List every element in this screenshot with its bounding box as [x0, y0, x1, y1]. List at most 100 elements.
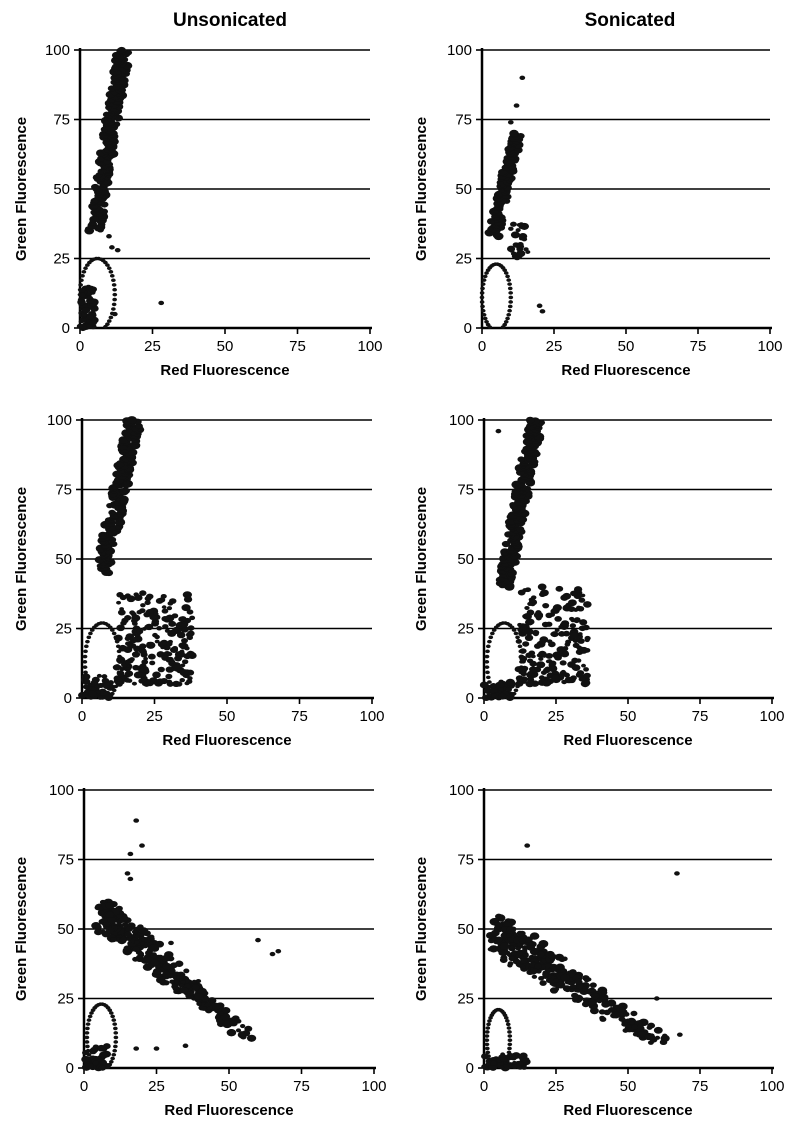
data-point	[82, 684, 89, 690]
data-point	[581, 663, 586, 668]
data-point	[495, 913, 503, 920]
data-point	[480, 286, 485, 291]
data-point	[577, 638, 585, 644]
data-point	[519, 75, 526, 80]
data-point	[507, 1034, 513, 1038]
y-tick-label: 100	[449, 412, 474, 429]
data-point	[482, 316, 488, 321]
data-point	[525, 416, 535, 424]
data-point	[481, 278, 487, 282]
data-point	[507, 1030, 512, 1034]
data-point	[531, 974, 538, 979]
data-point	[90, 679, 98, 686]
data-point	[167, 629, 177, 637]
data-point	[94, 928, 103, 936]
data-point	[527, 945, 535, 951]
data-point	[484, 1046, 490, 1051]
data-point	[102, 682, 110, 688]
data-point	[106, 234, 112, 239]
scatter-panel-unsonicated-3: 0 25 50 75 100 0 25 50 75 100 Red Fluorescence Gree…	[13, 782, 387, 1119]
data-point	[564, 642, 571, 647]
data-point	[85, 1044, 90, 1049]
data-point	[137, 924, 144, 930]
data-point	[482, 274, 488, 279]
data-point	[490, 683, 497, 689]
data-point	[573, 586, 583, 593]
data-point	[112, 292, 118, 297]
data-point	[122, 487, 131, 494]
data-point	[113, 1031, 119, 1035]
data-point	[499, 956, 508, 963]
data-point	[166, 681, 174, 687]
data-point	[89, 1011, 94, 1015]
data-point	[514, 666, 523, 673]
data-point	[555, 964, 563, 970]
data-point	[506, 312, 512, 317]
data-point	[538, 976, 545, 981]
data-point	[500, 932, 508, 938]
data-point	[480, 308, 486, 313]
data-point	[154, 639, 160, 644]
data-point	[487, 639, 492, 644]
y-tick-label: 100	[45, 42, 70, 59]
data-point	[179, 620, 189, 628]
data-point	[124, 670, 134, 677]
data-point	[77, 298, 86, 306]
data-point	[485, 649, 490, 654]
x-tick-label: 0	[480, 1078, 488, 1095]
data-point	[111, 302, 117, 307]
data-point	[506, 245, 516, 252]
data-point	[110, 937, 117, 943]
data-point	[538, 420, 546, 426]
data-point	[186, 609, 194, 615]
data-point	[504, 1019, 510, 1023]
data-point	[86, 285, 96, 293]
x-axis-label: Red Fluorescence	[162, 732, 291, 749]
data-point	[153, 1046, 160, 1051]
data-point	[644, 1034, 651, 1040]
data-point	[86, 1018, 92, 1022]
data-point	[83, 266, 88, 271]
data-point	[129, 610, 136, 615]
data-point	[540, 670, 547, 675]
y-tick-label: 0	[466, 1060, 474, 1077]
data-point	[511, 1064, 518, 1070]
data-point	[507, 1046, 512, 1051]
data-point	[111, 631, 117, 636]
data-point	[576, 605, 582, 610]
data-point	[80, 274, 85, 278]
y-axis-label: Green Fluorescence	[413, 117, 430, 261]
x-tick-label: 0	[480, 708, 488, 725]
data-point	[576, 670, 585, 676]
data-point	[524, 634, 534, 642]
x-tick-label: 25	[146, 708, 163, 725]
data-point	[516, 677, 524, 683]
data-point	[97, 1044, 106, 1052]
data-point	[479, 681, 489, 689]
data-point	[84, 675, 89, 680]
data-point	[495, 947, 501, 952]
data-point	[674, 871, 680, 876]
data-point	[484, 1038, 490, 1042]
data-point	[138, 647, 147, 655]
data-point	[187, 990, 194, 996]
data-point	[507, 282, 512, 286]
data-point	[503, 320, 509, 324]
data-point	[85, 1022, 91, 1026]
data-point	[495, 681, 505, 689]
data-point	[79, 292, 86, 298]
data-point	[171, 645, 179, 651]
data-point	[490, 1060, 497, 1066]
data-point	[118, 644, 128, 652]
data-point	[529, 932, 540, 940]
data-point	[486, 1022, 491, 1027]
data-point	[135, 955, 145, 963]
data-point	[149, 660, 156, 666]
data-point	[660, 1034, 670, 1042]
data-point	[79, 288, 86, 293]
data-point	[177, 650, 185, 657]
data-point	[166, 656, 174, 663]
data-point	[630, 1010, 638, 1017]
column-title-sonicated: Sonicated	[584, 10, 676, 31]
data-point	[508, 955, 516, 962]
